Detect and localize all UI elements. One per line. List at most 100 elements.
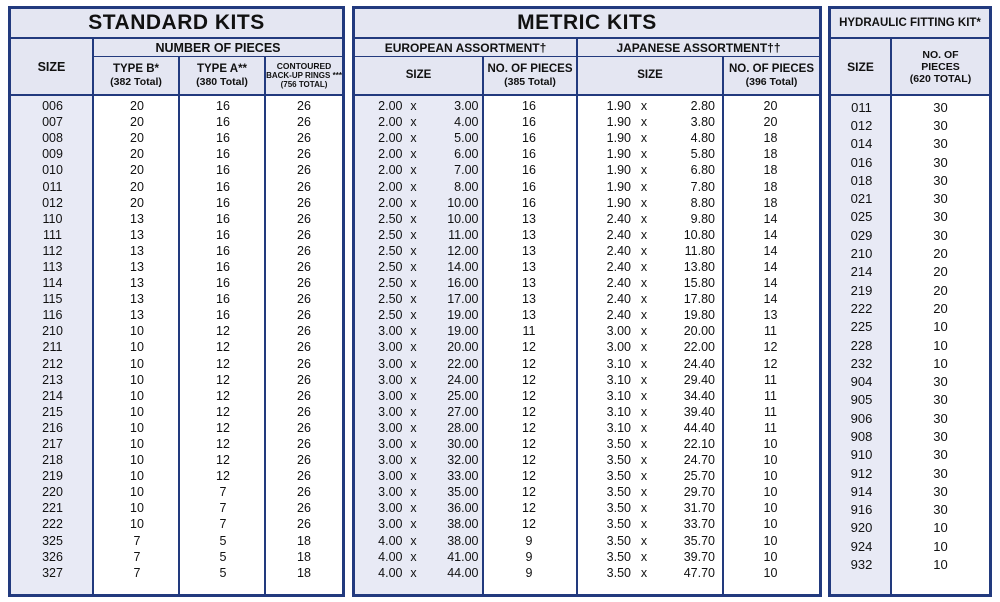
- metric-size-cell: 2.00 x 3.00: [378, 99, 479, 114]
- table-row: 220 10 7 26: [11, 484, 342, 500]
- contoured-pieces-cell: 26: [297, 517, 311, 532]
- contoured-pieces-cell: 26: [297, 324, 311, 339]
- table-row: 1.90 x 3.80 20: [578, 114, 819, 130]
- metric-size-cell: 2.50 x 19.00: [378, 308, 479, 323]
- dimension-separator: x: [410, 549, 417, 564]
- metric-kits-header: EUROPEAN ASSORTMENT† JAPANESE ASSORTMENT…: [355, 39, 819, 96]
- pieces-cell: 11: [522, 324, 536, 339]
- size-cell: 111: [42, 227, 62, 242]
- table-row: 3.10 x 44.40 11: [578, 420, 819, 436]
- size-cell: 914: [850, 483, 873, 499]
- size-cell: 325: [42, 533, 63, 548]
- table-row: 219 20: [831, 281, 989, 299]
- dimension-separator: x: [410, 163, 417, 178]
- type-a-pieces-cell: 16: [216, 115, 230, 130]
- type-a-pieces-cell: 16: [216, 243, 230, 258]
- metric-size-cell: 2.00 x 4.00: [378, 115, 479, 130]
- metric-size-cell: 3.50 x 35.70: [606, 533, 715, 548]
- table-row: 3.00 x 20.00 12: [355, 339, 576, 355]
- metric-size-cell: 2.50 x 14.00: [378, 259, 479, 274]
- standard-kits-rows: 006 20 16 26 007 20 16 26 008: [11, 96, 342, 581]
- size-cell: 216: [42, 420, 63, 435]
- size-cell: 221: [42, 501, 63, 516]
- type-a-pieces-cell: 16: [216, 99, 230, 114]
- pieces-cell: 12: [522, 437, 536, 452]
- size-cell: 029: [850, 227, 873, 243]
- column-divider: [722, 96, 724, 594]
- type-b-column-header: TYPE B* (382 Total): [94, 57, 180, 94]
- size-cell: 210: [42, 324, 63, 339]
- type-b-pieces-cell: 20: [130, 131, 144, 146]
- pieces-cell: 10: [933, 337, 948, 353]
- size-cell: 114: [42, 276, 63, 291]
- size-cell: 219: [850, 282, 873, 298]
- table-row: 008 20 16 26: [11, 130, 342, 146]
- dimension-separator: x: [640, 99, 648, 114]
- pieces-cell: 12: [522, 372, 536, 387]
- pieces-cell: 10: [763, 437, 778, 452]
- size-cell: 904: [850, 374, 873, 390]
- table-row: 012 20 16 26: [11, 195, 342, 211]
- dimension-separator: x: [640, 163, 648, 178]
- pieces-cell: 10: [933, 520, 948, 536]
- type-a-pieces-cell: 12: [216, 404, 230, 419]
- metric-size-cell: 3.00 x 36.00: [378, 501, 479, 516]
- contoured-pieces-cell: 26: [297, 437, 311, 452]
- table-row: 2.00 x 5.00 16: [355, 130, 576, 146]
- size-cell: 213: [42, 372, 63, 387]
- japanese-pieces-column-header: NO. OF PIECES (396 Total): [729, 63, 814, 88]
- column-divider: [178, 96, 180, 594]
- size-cell: 016: [850, 154, 873, 170]
- dimension-separator: x: [410, 292, 417, 307]
- pieces-cell: 30: [933, 502, 948, 518]
- table-row: 3.00 x 33.00 12: [355, 468, 576, 484]
- table-row: 327 7 5 18: [11, 565, 342, 581]
- dimension-separator: x: [410, 211, 417, 226]
- european-assortment-body: 2.00 x 3.00 16 2.00 x 4.00: [355, 96, 576, 594]
- pieces-cell: 16: [522, 147, 536, 162]
- size-cell: 225: [850, 319, 873, 335]
- metric-size-cell: 1.90 x 3.80: [606, 115, 715, 130]
- pieces-cell: 18: [763, 163, 778, 178]
- pieces-cell: 13: [522, 211, 536, 226]
- table-row: 1.90 x 8.80 18: [578, 195, 819, 211]
- pieces-cell: 20: [933, 246, 948, 262]
- column-divider: [264, 96, 266, 594]
- dimension-separator: x: [640, 115, 648, 130]
- size-cell: 220: [42, 485, 63, 500]
- table-row: 110 13 16 26: [11, 211, 342, 227]
- type-a-pieces-cell: 12: [216, 437, 230, 452]
- table-row: 2.50 x 12.00 13: [355, 243, 576, 259]
- table-row: 016 30: [831, 153, 989, 171]
- table-row: 232 10: [831, 354, 989, 372]
- pieces-cell: 30: [933, 209, 948, 225]
- table-row: 3.00 x 30.00 12: [355, 436, 576, 452]
- dimension-separator: x: [640, 211, 648, 226]
- table-row: 326 7 5 18: [11, 549, 342, 565]
- metric-size-cell: 1.90 x 5.80: [606, 147, 715, 162]
- table-row: 011 30: [831, 98, 989, 116]
- pieces-cell: 12: [763, 340, 778, 355]
- table-row: 916 30: [831, 501, 989, 519]
- pieces-cell: 18: [763, 195, 778, 210]
- contoured-pieces-cell: 26: [297, 243, 311, 258]
- metric-size-cell: 1.90 x 4.80: [606, 131, 715, 146]
- type-a-pieces-cell: 16: [216, 276, 230, 291]
- size-cell: 214: [42, 388, 63, 403]
- dimension-separator: x: [640, 388, 648, 403]
- table-row: 920 10: [831, 519, 989, 537]
- metric-size-cell: 2.40 x 15.80: [606, 276, 715, 291]
- dimension-separator: x: [410, 179, 417, 194]
- dimension-separator: x: [640, 404, 648, 419]
- dimension-separator: x: [410, 565, 417, 580]
- european-rows: 2.00 x 3.00 16 2.00 x 4.00: [355, 96, 576, 581]
- contoured-pieces-cell: 26: [297, 115, 311, 130]
- metric-size-cell: 3.00 x 25.00: [378, 388, 479, 403]
- metric-size-cell: 3.50 x 31.70: [606, 501, 715, 516]
- table-row: 211 10 12 26: [11, 339, 342, 355]
- type-a-pieces-cell: 12: [216, 372, 230, 387]
- pieces-cell: 9: [525, 565, 533, 580]
- dimension-separator: x: [410, 517, 417, 532]
- standard-kits-panel: STANDARD KITS SIZE NUMBER OF PIECES TYPE…: [8, 6, 345, 597]
- table-row: 3.50 x 22.10 10: [578, 436, 819, 452]
